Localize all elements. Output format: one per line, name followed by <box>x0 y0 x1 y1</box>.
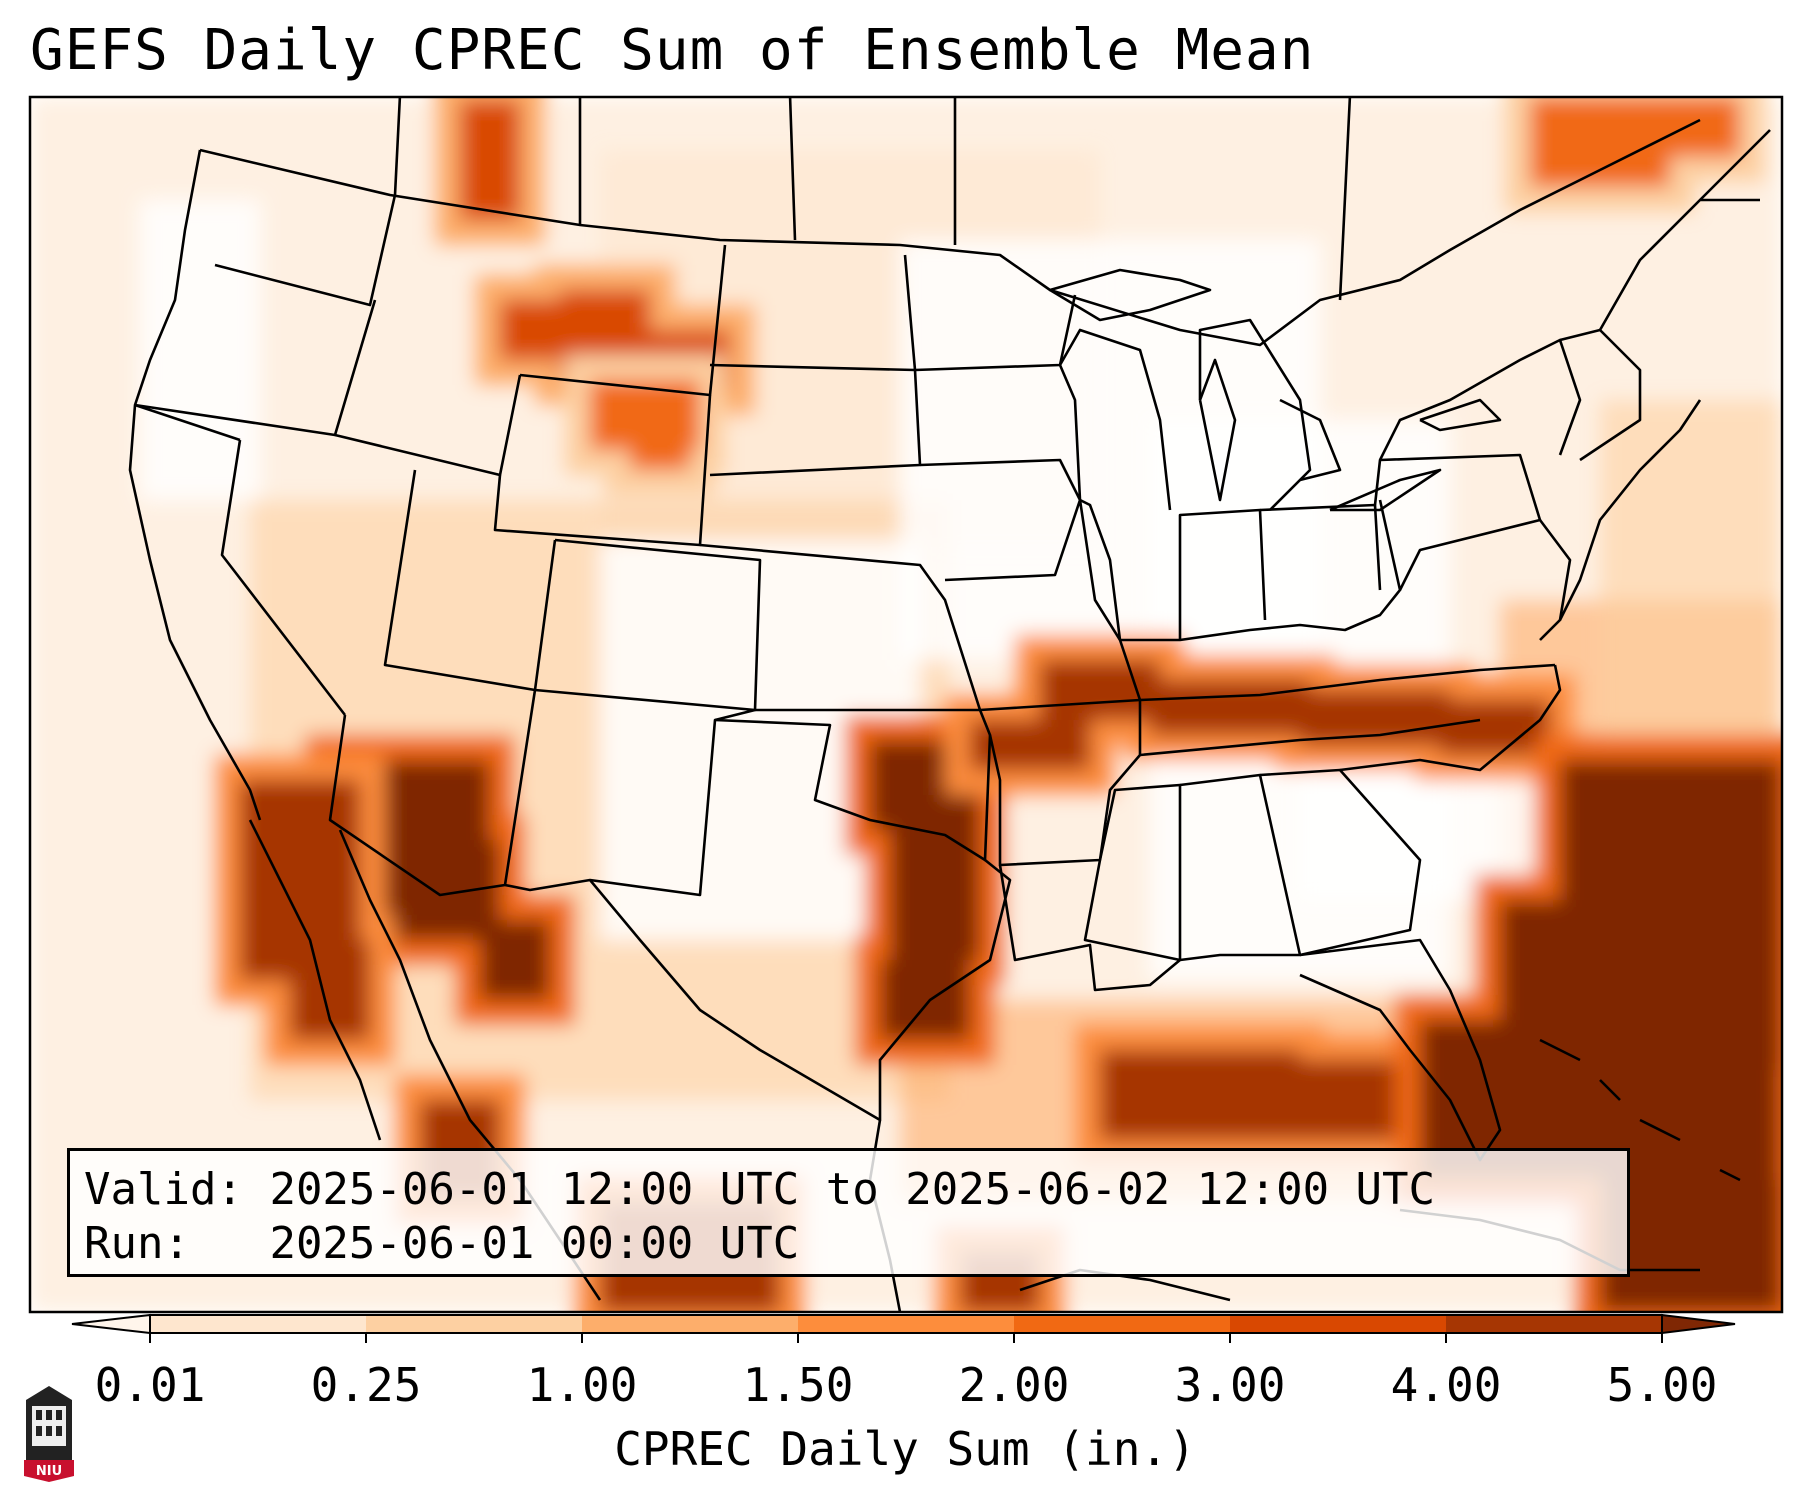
colorbar-tick-label: 2.00 <box>958 1358 1070 1412</box>
university-tower-icon: NIU <box>24 1386 74 1482</box>
run-label: Run: <box>84 1218 190 1269</box>
precip-cell-arizona-southwest <box>480 920 550 1000</box>
precip-cell-missouri-tennessee-north-carolina-band <box>1040 660 1160 720</box>
info-box: Valid: 2025-06-01 12:00 UTC to 2025-06-0… <box>67 1148 1630 1277</box>
colorbar-label: CPREC Daily Sum (in.) <box>614 1422 1196 1476</box>
precip-cell-oklahoma-texas-red-river <box>880 960 970 1040</box>
precip-cell-florida-atlantic-bahamas <box>1560 760 1782 910</box>
precip-cell-missouri-tennessee-north-carolina-band <box>1150 680 1310 735</box>
colorbar-tick-label: 1.50 <box>742 1358 854 1412</box>
colorbar-extend-max <box>1661 1313 1736 1335</box>
precip-cell-oklahoma-texas-red-river <box>890 820 980 960</box>
run-value: 2025-06-01 00:00 UTC <box>269 1218 800 1269</box>
precip-cell-missouri-tennessee-north-carolina-band <box>1440 700 1550 755</box>
colorbar-segment <box>1446 1315 1662 1333</box>
valid-label: Valid: <box>84 1164 243 1215</box>
map-title: GEFS Daily CPREC Sum of Ensemble Mean <box>30 18 1315 83</box>
precip-cell-southeast-canada <box>1640 97 1740 157</box>
colorbar <box>71 1313 1736 1343</box>
run-row: Run: 2025-06-01 00:00 UTC <box>84 1217 1613 1271</box>
precip-cell-florida-atlantic-bahamas <box>1600 1180 1782 1312</box>
precip-cell-gulf-of-mexico <box>1240 1060 1400 1140</box>
colorbar-tick-label: 0.25 <box>310 1358 422 1412</box>
colorbar-tick-label: 4.00 <box>1390 1358 1502 1412</box>
colorbar-frame <box>149 1314 1663 1334</box>
colorbar-segment <box>150 1315 366 1333</box>
colorbar-tick-label: 5.00 <box>1606 1358 1718 1412</box>
precip-cell-northern-rockies-montana <box>460 100 520 220</box>
colorbar-segment <box>1230 1315 1446 1333</box>
colorbar-tick-label: 0.01 <box>94 1358 206 1412</box>
map-frame <box>28 95 1784 1314</box>
precip-cell-baja-california-sonora <box>290 940 370 1040</box>
precip-cell-wyoming-north <box>630 420 690 470</box>
valid-row: Valid: 2025-06-01 12:00 UTC to 2025-06-0… <box>84 1163 1613 1217</box>
precip-shading <box>30 97 1782 1312</box>
colorbar-tick-label: 3.00 <box>1174 1358 1286 1412</box>
colorbar-segment <box>1014 1315 1230 1333</box>
valid-value: 2025-06-01 12:00 UTC to 2025-06-02 12:00… <box>269 1164 1436 1215</box>
precip-tint <box>1600 400 1782 800</box>
colorbar-tick-label: 1.00 <box>526 1358 638 1412</box>
colorbar-extend-min <box>71 1313 151 1335</box>
precip-cell-missouri-tennessee-north-carolina-band <box>1300 690 1450 745</box>
colorbar-segment <box>366 1315 582 1333</box>
no-precip-area <box>140 200 260 500</box>
logo-text: NIU <box>36 1464 62 1479</box>
colorbar-segment <box>582 1315 798 1333</box>
colorbar-segment <box>798 1315 1014 1333</box>
